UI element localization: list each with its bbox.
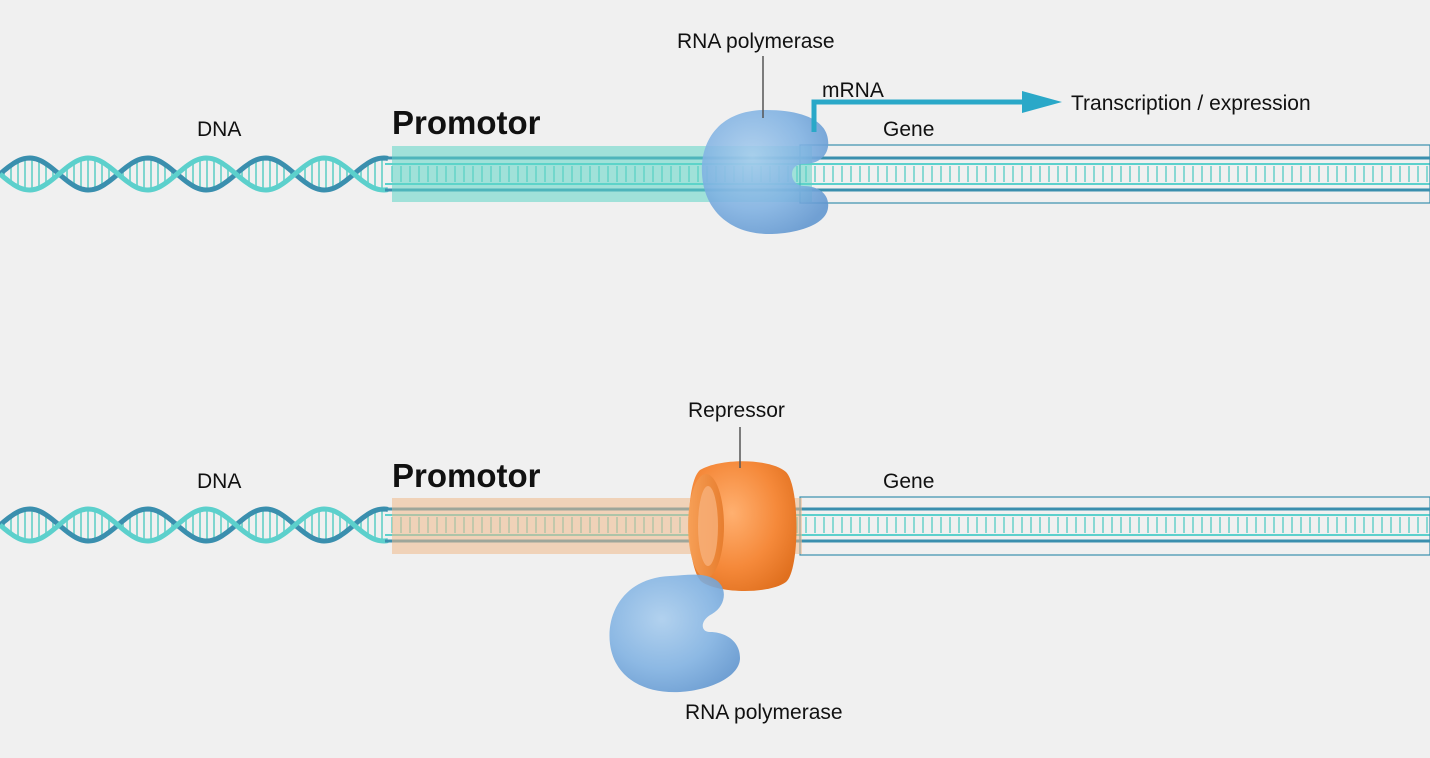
top-panel: DNA Promotor RNA polymerase mRNA Transcr… <box>0 30 1430 235</box>
outcome-label: Transcription / expression <box>1071 92 1311 115</box>
top-gene-label: Gene <box>883 118 934 141</box>
bottom-panel: DNA Promotor Repressor Gene RNA polymera… <box>0 399 1430 724</box>
helix-strand-back <box>0 155 389 193</box>
top-rna-polymerase <box>701 110 829 235</box>
bottom-gene-box <box>799 496 1430 556</box>
bottom-dna-helix <box>0 506 389 544</box>
top-promotor-label: Promotor <box>392 104 541 141</box>
top-dna-helix <box>0 155 389 193</box>
helix-strand-front <box>0 506 389 544</box>
mrna-arrow <box>811 91 1062 132</box>
top-polymerase-label: RNA polymerase <box>677 30 835 53</box>
bottom-rna-polymerase <box>609 574 740 693</box>
helix-strand-front <box>0 155 389 193</box>
top-gene-box <box>799 144 1430 204</box>
repressor <box>688 461 797 591</box>
top-dna-label: DNA <box>197 118 241 141</box>
helix-strand-back <box>0 506 389 544</box>
bottom-promotor-label: Promotor <box>392 457 541 494</box>
bottom-gene-label: Gene <box>883 470 934 493</box>
repressor-label: Repressor <box>688 399 785 422</box>
bottom-dna-label: DNA <box>197 470 241 493</box>
bottom-polymerase-label: RNA polymerase <box>685 701 843 724</box>
mrna-label: mRNA <box>822 79 884 102</box>
